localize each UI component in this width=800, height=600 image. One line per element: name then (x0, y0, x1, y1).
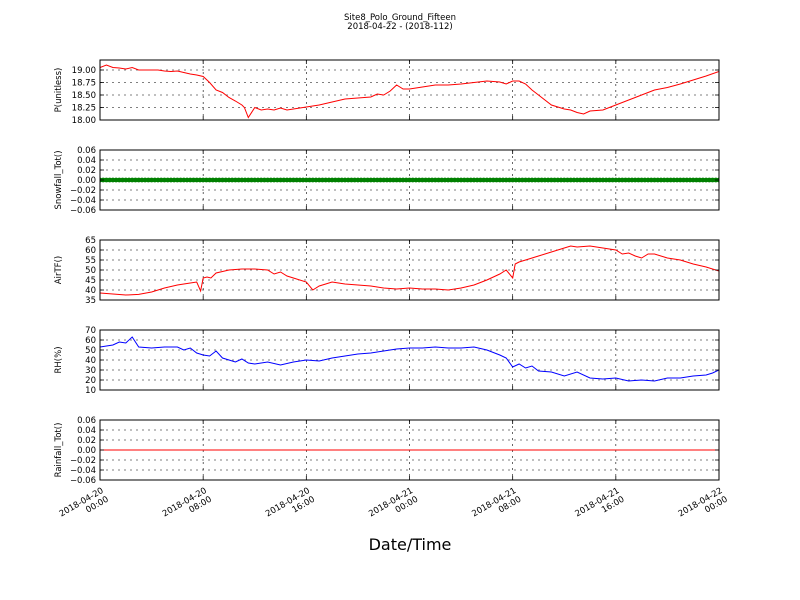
y-tick-label: 70 (85, 326, 96, 336)
y-tick-label: 45 (85, 276, 96, 286)
y-tick-label: 18.25 (72, 104, 96, 114)
y-tick-label: −0.04 (70, 196, 96, 206)
y-tick-label: 50 (85, 266, 96, 276)
y-tick-label: 55 (85, 256, 96, 266)
y-tick-label: −0.04 (70, 466, 96, 476)
subplots: 18.00 18.25 18.50 18.75 19.00 P(unitless) −0.0… (54, 59, 720, 486)
y-tick-label: 18.00 (72, 116, 96, 126)
series-line (100, 336, 719, 382)
y-tick-label: 40 (85, 286, 96, 296)
y-tick-label: 60 (85, 336, 96, 346)
y-tick-label: 0.04 (77, 156, 96, 166)
y-axis-label: Rainfall_Tot() (54, 423, 64, 478)
y-tick-label: 0.06 (77, 416, 96, 426)
y-tick-label: −0.02 (70, 186, 96, 196)
y-tick-label: 0.00 (77, 176, 96, 186)
y-tick-label: 60 (85, 246, 96, 256)
subplot-5: −0.06−0.04−0.020.000.020.040.06 Rainfall_… (54, 416, 720, 486)
figure-title-line2: 2018-04-22 - (2018-112) (347, 22, 452, 32)
y-tick-label: 0.02 (77, 166, 96, 176)
y-axis-label: AirTF() (54, 256, 64, 284)
series-line (100, 245, 719, 296)
figure-title-line1: Site8_Polo_Ground_Fifteen (344, 13, 456, 23)
y-axis-label: RH(%) (54, 346, 64, 373)
y-tick-label: 65 (85, 236, 96, 246)
y-tick-label: 18.75 (72, 79, 96, 89)
y-tick-label: 30 (85, 366, 96, 376)
y-axis-label: Snowfall_Tot() (54, 150, 64, 209)
y-tick-label: −0.06 (70, 206, 96, 216)
y-tick-label: 0.02 (77, 436, 96, 446)
y-tick-label: 0.06 (77, 146, 96, 156)
y-tick-label: 20 (85, 376, 96, 386)
y-tick-label: 10 (85, 386, 96, 396)
y-tick-label: −0.02 (70, 456, 96, 466)
subplot-2: −0.06−0.04−0.020.000.020.040.06 Snowfall_… (54, 146, 720, 216)
y-tick-label: 19.00 (72, 66, 96, 76)
y-tick-label: 0.00 (77, 446, 96, 456)
y-tick-label: 18.50 (72, 91, 96, 101)
subplot-1: 18.00 18.25 18.50 18.75 19.00 P(unitless) (54, 59, 720, 126)
y-tick-label: −0.06 (70, 476, 96, 486)
y-tick-label: 0.04 (77, 426, 96, 436)
y-tick-label: 40 (85, 356, 96, 366)
y-axis-label: P(unitless) (54, 68, 64, 113)
series-line (100, 64, 719, 119)
y-tick-label: 35 (85, 296, 96, 306)
y-tick-label: 50 (85, 346, 96, 356)
snowfall-series (100, 177, 719, 183)
x-axis-label: Date/Time (369, 535, 452, 554)
